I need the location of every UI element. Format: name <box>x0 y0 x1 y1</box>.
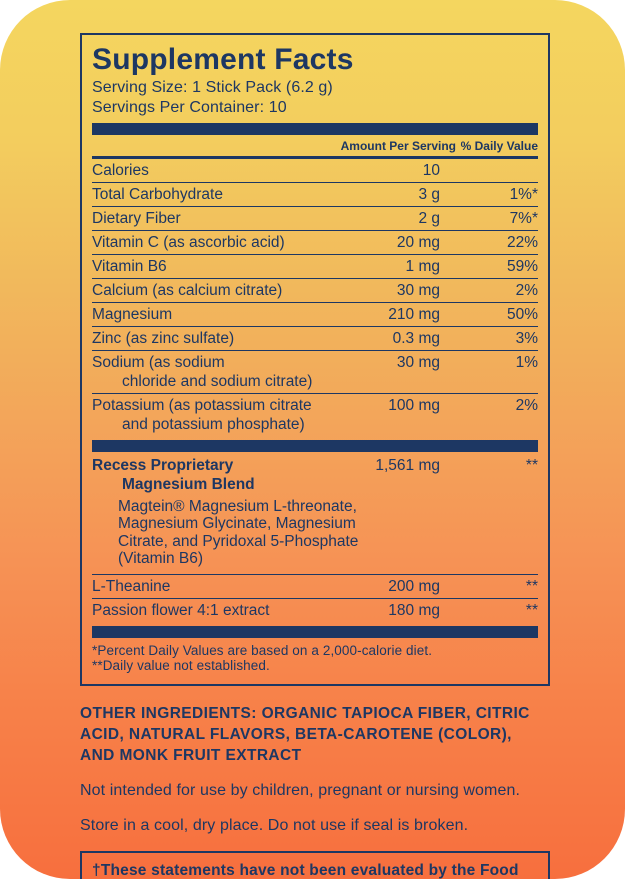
nutrient-name: Dietary Fiber <box>92 209 181 227</box>
nutrient-row-vitamin-c: Vitamin C (as ascorbic acid) 20 mg 22% <box>92 231 538 255</box>
divider-bar-bottom <box>92 625 538 638</box>
serving-size: Serving Size: 1 Stick Pack (6.2 g) <box>92 78 333 96</box>
nutrient-row-calcium: Calcium (as calcium citrate) 30 mg 2% <box>92 279 538 303</box>
nutrient-daily-value: 2% <box>515 281 538 299</box>
nutrient-daily-value: ** <box>525 601 538 619</box>
other-ingredients: OTHER INGREDIENTS: ORGANIC TAPIOCA FIBER… <box>80 703 550 766</box>
nutrient-amount: 3 g <box>418 185 440 203</box>
nutrient-amount: 30 mg <box>396 353 440 371</box>
fda-disclaimer-box: †These statements have not been evaluate… <box>80 850 550 879</box>
nutrient-name: Potassium (as potassium citrate and pota… <box>92 396 312 433</box>
children-warning: Not intended for use by children, pregna… <box>80 781 521 799</box>
nutrient-row-calories: Calories 10 <box>92 159 538 183</box>
nutrient-row-zinc: Zinc (as zinc sulfate) 0.3 mg 3% <box>92 327 538 351</box>
nutrient-row-vitamin-b6: Vitamin B6 1 mg 59% <box>92 255 538 279</box>
supplement-facts-panel: Supplement Facts Serving Size: 1 Stick P… <box>80 33 550 686</box>
nutrient-name: Calcium (as calcium citrate) <box>92 281 283 299</box>
blend-row: Recess Proprietary Magnesium Blend 1,561… <box>92 454 538 496</box>
footnote-daily-values: *Percent Daily Values are based on a 2,0… <box>92 642 433 658</box>
servings-per-container: Servings Per Container: 10 <box>92 98 287 116</box>
column-header-amount: Amount Per Serving <box>340 138 456 153</box>
nutrient-daily-value: 3% <box>515 329 538 347</box>
nutrient-daily-value: 1% <box>515 353 538 371</box>
other-ingredients-text: ORGANIC TAPIOCA FIBER, CITRIC ACID, NATU… <box>80 704 530 764</box>
nutrient-amount: 200 mg <box>388 577 440 595</box>
nutrient-amount: 20 mg <box>396 233 440 251</box>
nutrient-rows: Calories 10 Total Carbohydrate 3 g 1%* D… <box>92 159 538 436</box>
blend-daily-value: ** <box>525 456 538 474</box>
nutrient-daily-value: 59% <box>506 257 538 275</box>
nutrient-name: Sodium (as sodium chloride and sodium ci… <box>92 353 313 390</box>
nutrient-row-dietary-fiber: Dietary Fiber 2 g 7%* <box>92 207 538 231</box>
fda-disclaimer-text: †These statements have not been evaluate… <box>92 861 519 879</box>
nutrient-name: Passion flower 4:1 extract <box>92 601 270 619</box>
blend-name: Recess Proprietary Magnesium Blend <box>92 456 255 493</box>
nutrient-amount: 30 mg <box>396 281 440 299</box>
nutrient-daily-value: 1%* <box>509 185 538 203</box>
footnote-not-established: **Daily value not established. <box>92 658 270 673</box>
nutrient-name: Vitamin C (as ascorbic acid) <box>92 233 285 251</box>
blend-amount: 1,561 mg <box>375 456 440 474</box>
nutrient-name: L-Theanine <box>92 577 171 595</box>
nutrient-daily-value: 22% <box>506 233 538 251</box>
nutrient-amount: 0.3 mg <box>392 329 440 347</box>
nutrient-amount: 100 mg <box>388 396 440 414</box>
nutrient-name: Total Carbohydrate <box>92 185 223 203</box>
footnotes: *Percent Daily Values are based on a 2,0… <box>92 640 538 678</box>
nutrient-daily-value: 50% <box>506 305 538 323</box>
nutrient-amount: 10 <box>422 161 440 179</box>
nutrient-name: Calories <box>92 161 149 179</box>
nutrient-amount: 2 g <box>418 209 440 227</box>
storage-instructions: Store in a cool, dry place. Do not use i… <box>80 816 469 834</box>
label-content: Supplement Facts Serving Size: 1 Stick P… <box>80 33 550 879</box>
nutrient-name: Vitamin B6 <box>92 257 167 275</box>
nutrient-name: Magnesium <box>92 305 173 323</box>
nutrient-amount: 1 mg <box>405 257 440 275</box>
nutrient-row-magnesium: Magnesium 210 mg 50% <box>92 303 538 327</box>
column-headers: Amount Per Serving % Daily Value <box>92 138 538 159</box>
nutrient-row-sodium: Sodium (as sodium chloride and sodium ci… <box>92 351 538 394</box>
nutrient-amount: 210 mg <box>388 305 440 323</box>
divider-bar-blend <box>92 439 538 452</box>
blend-description: Magtein® Magnesium L-threonate, Magnesiu… <box>92 496 538 575</box>
column-header-daily-value: % Daily Value <box>460 138 538 153</box>
divider-bar-top <box>92 122 538 135</box>
nutrient-row-total-carbohydrate: Total Carbohydrate 3 g 1%* <box>92 183 538 207</box>
nutrient-name: Zinc (as zinc sulfate) <box>92 329 235 347</box>
nutrient-daily-value: 2% <box>515 396 538 414</box>
nutrient-row-potassium: Potassium (as potassium citrate and pota… <box>92 394 538 436</box>
panel-title: Supplement Facts <box>92 43 354 76</box>
nutrient-amount: 180 mg <box>388 601 440 619</box>
nutrient-row-l-theanine: L-Theanine 200 mg ** <box>92 575 538 599</box>
nutrient-daily-value: 7%* <box>509 209 538 227</box>
other-ingredients-label: OTHER INGREDIENTS: <box>80 704 257 722</box>
nutrient-daily-value: ** <box>525 577 538 595</box>
nutrient-row-passion-flower: Passion flower 4:1 extract 180 mg ** <box>92 599 538 622</box>
